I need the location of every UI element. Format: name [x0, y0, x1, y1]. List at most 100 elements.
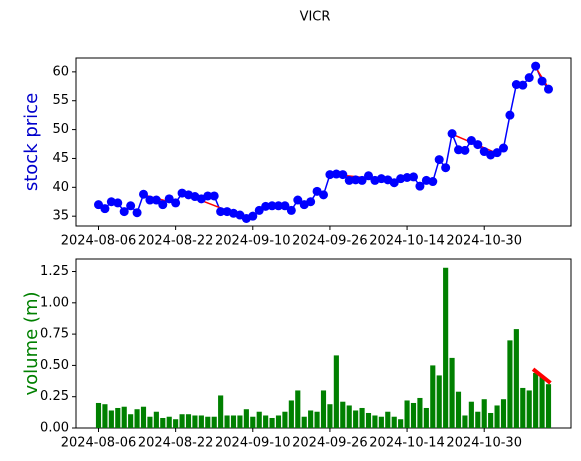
price-marker — [409, 172, 418, 182]
y-tick-label: 55 — [52, 93, 69, 108]
volume-bar — [192, 415, 198, 428]
x-tick-label: 2024-10-30 — [446, 234, 522, 249]
y-tick-label: 45 — [52, 151, 69, 166]
volume-bar — [269, 417, 275, 428]
price-marker — [164, 194, 174, 204]
volume-bar — [282, 411, 288, 428]
volume-bar — [539, 376, 545, 428]
y-tick-label: 0.75 — [40, 327, 69, 342]
price-marker — [132, 208, 142, 218]
y-axis-label: stock price — [21, 93, 42, 191]
volume-bar — [308, 410, 314, 428]
volume-bar — [533, 372, 539, 428]
volume-bar — [301, 416, 307, 428]
price-marker — [158, 200, 168, 210]
volume-bar — [288, 400, 294, 428]
volume-bar — [455, 391, 462, 428]
volume-bar — [468, 401, 474, 428]
volume-bar — [205, 416, 211, 428]
y-axis-label: volume (m) — [21, 292, 42, 396]
volume-bar — [198, 415, 204, 428]
price-marker — [209, 191, 219, 201]
axes-frame — [75, 57, 572, 227]
price-marker — [460, 145, 470, 155]
volume-bar — [488, 412, 494, 428]
volume-bar — [173, 419, 179, 428]
price-marker — [344, 175, 354, 185]
volume-bar — [153, 411, 159, 428]
price-marker — [473, 140, 483, 150]
price-marker — [537, 76, 547, 86]
price-marker — [254, 205, 264, 215]
volume-bar — [295, 390, 301, 428]
price-marker — [319, 190, 328, 200]
x-tick-label: 2024-09-10 — [215, 436, 291, 451]
volume-bar — [211, 416, 217, 428]
x-tick-label: 2024-10-14 — [369, 234, 445, 249]
volume-bar — [166, 416, 172, 428]
price-marker — [126, 201, 136, 211]
price-marker — [415, 181, 425, 191]
price-marker — [286, 205, 296, 215]
volume-bar — [513, 329, 519, 428]
x-tick-label: 2024-08-22 — [138, 234, 214, 249]
x-tick-label: 2024-08-06 — [61, 234, 137, 249]
volume-bar — [185, 414, 192, 428]
price-marker — [139, 189, 148, 199]
volume-bar — [507, 340, 513, 428]
volume-bar — [443, 267, 449, 428]
price-marker — [171, 198, 181, 208]
volume-bar — [134, 409, 140, 428]
volume-bar — [398, 419, 404, 428]
volume-bar — [327, 404, 333, 428]
volume-bar — [520, 387, 526, 428]
price-marker — [351, 175, 361, 185]
price-marker — [505, 110, 515, 120]
price-marker — [94, 200, 103, 210]
volume-bar — [160, 417, 166, 428]
price-marker — [274, 201, 283, 211]
x-tick-label: 2024-08-06 — [61, 436, 137, 451]
price-marker — [544, 84, 553, 94]
price-marker — [364, 171, 373, 181]
y-tick-label: 0.25 — [40, 389, 69, 404]
volume-bar — [475, 411, 481, 428]
volume-bar — [346, 405, 352, 428]
volume-bar — [359, 407, 365, 428]
price-marker — [248, 211, 258, 221]
volume-bar — [108, 410, 114, 428]
price-marker — [499, 143, 508, 153]
price-marker — [280, 201, 290, 211]
price-marker — [389, 178, 399, 188]
price-marker — [119, 207, 129, 217]
volume-bar — [378, 416, 384, 428]
price-marker — [338, 170, 348, 180]
volume-bar — [494, 405, 500, 428]
volume-bar — [391, 416, 397, 428]
price-marker — [511, 80, 521, 90]
price-marker — [267, 201, 277, 211]
volume-bar — [218, 395, 224, 428]
volume-bar — [526, 390, 532, 428]
price-marker — [531, 61, 541, 71]
volume-bar — [115, 407, 121, 428]
volume-bar — [423, 407, 429, 428]
y-tick-label: 0.50 — [40, 358, 69, 373]
y-tick-label: 0.00 — [40, 421, 69, 436]
volume-bar — [385, 411, 391, 428]
volume-bar — [230, 415, 237, 428]
volume-bar — [263, 415, 269, 428]
trend-line — [531, 367, 552, 385]
volume-bar — [430, 365, 436, 428]
y-tick-label: 50 — [52, 122, 69, 137]
price-marker — [518, 80, 528, 90]
price-marker — [428, 177, 438, 187]
y-tick-label: 1.25 — [40, 264, 69, 279]
price-marker — [261, 201, 271, 211]
y-tick-label: 60 — [52, 64, 69, 79]
volume-bar — [500, 399, 507, 428]
y-tick-label: 35 — [52, 209, 69, 224]
price-marker — [100, 204, 110, 214]
x-tick-label: 2024-10-14 — [369, 436, 445, 451]
